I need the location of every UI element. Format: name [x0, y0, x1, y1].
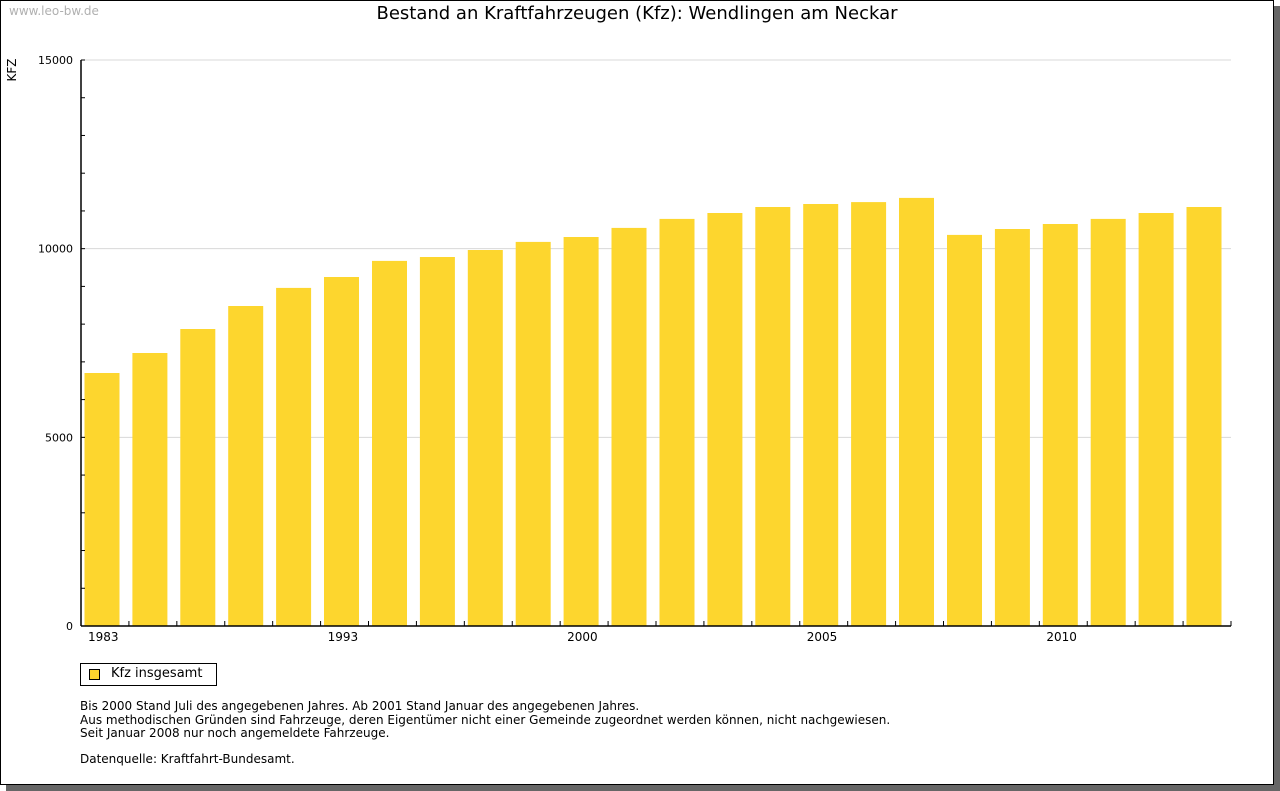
gridlines: [81, 59, 1231, 438]
bar: [324, 277, 359, 626]
bar: [372, 260, 407, 626]
axes: 0 5000 10000 15000 1983 1993 2000 2005 2010: [38, 54, 1232, 644]
x-tick-label: 1993: [328, 630, 359, 644]
bar: [1090, 218, 1126, 626]
bar: [563, 237, 599, 626]
bar: [707, 213, 743, 626]
bar: [994, 229, 1030, 626]
watermark: www.leo-bw.de: [9, 4, 99, 18]
x-tick-label: 2010: [1046, 630, 1077, 644]
bar: [467, 250, 503, 626]
data-source: Datenquelle: Kraftfahrt-Bundesamt.: [80, 752, 295, 766]
x-tick-label: 2005: [807, 630, 838, 644]
bar: [419, 257, 455, 626]
legend-label: Kfz insgesamt: [111, 666, 203, 681]
bar: [803, 204, 839, 626]
bar: [1042, 224, 1078, 626]
legend-swatch: [89, 669, 100, 680]
bar: [1138, 213, 1174, 626]
x-tick-label: 1983: [88, 630, 119, 644]
y-tick-label: 15000: [38, 54, 73, 67]
bar: [228, 306, 264, 626]
bar: [755, 207, 791, 626]
bar: [276, 287, 312, 626]
chart-title: Bestand an Kraftfahrzeugen (Kfz): Wendli…: [376, 3, 898, 24]
bar: [1186, 207, 1222, 626]
bar: [659, 218, 695, 626]
footnote: Bis 2000 Stand Juli des angegebenen Jahr…: [80, 699, 640, 713]
footnotes: Bis 2000 Stand Juli des angegebenen Jahr…: [80, 699, 891, 741]
y-tick-label: 5000: [45, 431, 73, 444]
bar: [84, 373, 120, 626]
y-axis-label: KFZ: [5, 59, 19, 82]
bar: [947, 234, 982, 626]
footnote: Seit Januar 2008 nur noch angemeldete Fa…: [80, 726, 390, 740]
x-tick-label: 2000: [567, 630, 598, 644]
bar: [515, 241, 551, 626]
bar: [899, 197, 934, 626]
y-tick-label: 0: [66, 620, 73, 633]
bar: [132, 353, 168, 626]
footnote: Aus methodischen Gründen sind Fahrzeuge,…: [80, 712, 891, 727]
bar: [180, 329, 216, 626]
bar: [611, 227, 647, 626]
bar: [851, 202, 887, 626]
y-tick-label: 10000: [38, 243, 73, 256]
bar-chart: 0 5000 10000 15000 1983 1993 2000 2005 2010 KFZ: [5, 54, 1232, 644]
legend: Kfz insgesamt: [80, 663, 217, 686]
bars: [84, 197, 1222, 626]
